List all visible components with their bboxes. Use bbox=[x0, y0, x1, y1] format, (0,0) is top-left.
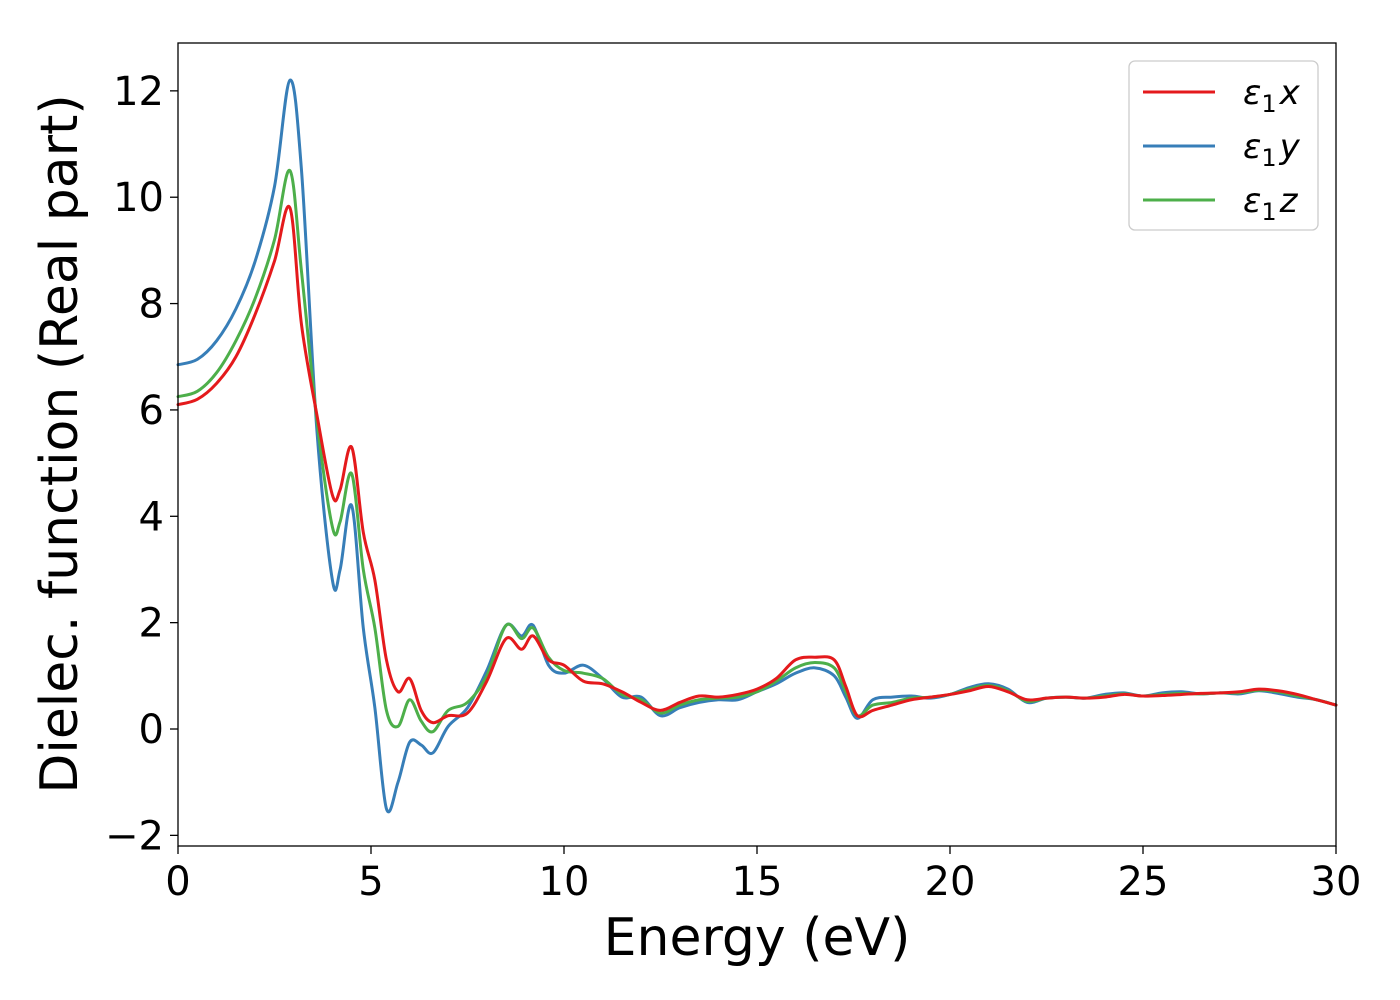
legend: ε1x ε1y ε1z bbox=[1128, 60, 1319, 231]
y-axis-title: Dielec. function (Real part) bbox=[30, 94, 90, 793]
y-tick-label: 4 bbox=[139, 494, 164, 540]
series-line-x bbox=[176, 204, 1338, 725]
y-tick-label: 12 bbox=[113, 69, 164, 115]
y-axis-ticks: −2 0 2 4 6 8 10 12 bbox=[105, 69, 178, 859]
legend-label-y: ε1y bbox=[1243, 127, 1301, 172]
x-tick-label: 25 bbox=[1118, 859, 1169, 905]
legend-frame bbox=[1128, 60, 1319, 231]
x-tick-label: 5 bbox=[358, 859, 383, 905]
series-group bbox=[176, 78, 1338, 814]
legend-label-x: ε1x bbox=[1243, 73, 1301, 118]
y-tick-label: 6 bbox=[139, 388, 164, 434]
x-tick-label: 20 bbox=[925, 859, 976, 905]
series-line-y bbox=[176, 78, 1338, 814]
legend-label-z: ε1z bbox=[1243, 181, 1299, 226]
x-tick-label: 0 bbox=[165, 859, 190, 905]
y-tick-label: 8 bbox=[139, 282, 164, 328]
y-tick-label: 2 bbox=[139, 601, 164, 647]
x-axis-title: Energy (eV) bbox=[604, 908, 911, 968]
x-tick-label: 30 bbox=[1311, 859, 1362, 905]
x-axis-ticks: 0 5 10 15 20 25 30 bbox=[165, 846, 1361, 905]
plot-frame bbox=[177, 42, 1337, 847]
x-tick-label: 10 bbox=[539, 859, 590, 905]
y-tick-label: 10 bbox=[113, 175, 164, 221]
y-tick-label: 0 bbox=[139, 707, 164, 753]
x-tick-label: 15 bbox=[732, 859, 783, 905]
y-tick-label: −2 bbox=[105, 813, 164, 859]
